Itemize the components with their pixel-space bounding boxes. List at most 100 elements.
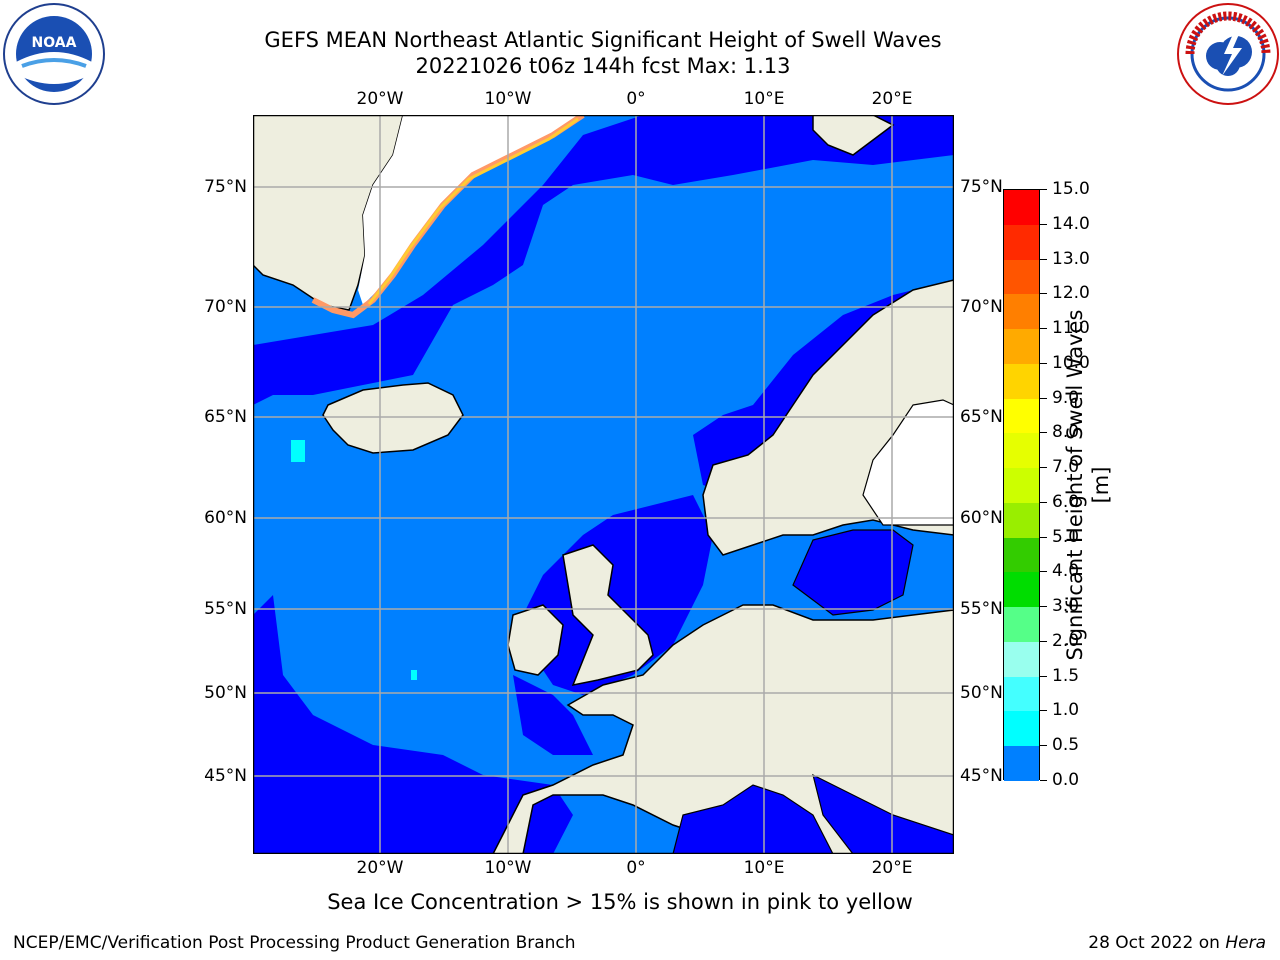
colorbar-tick-label: 9.0 [1052, 387, 1080, 408]
colorbar-tick-mark [1040, 467, 1047, 469]
noaa-logo: NOAA [3, 3, 105, 105]
colorbar-segment [1004, 363, 1039, 400]
colorbar-tick-mark [1040, 328, 1047, 330]
colorbar-segment [1004, 711, 1039, 747]
footer-date-text: 28 Oct 2022 on [1088, 933, 1226, 953]
colorbar-tick-label: 4.0 [1052, 561, 1080, 582]
cyan-swell-patch [291, 440, 305, 462]
baltic-sea [792, 529, 914, 616]
colorbar-tick-label: 2.0 [1052, 630, 1080, 651]
colorbar-tick-label: 12.0 [1052, 283, 1090, 304]
colorbar-segment [1004, 572, 1039, 608]
colorbar-segment [1004, 259, 1039, 295]
noaa-logo-text: NOAA [32, 35, 77, 51]
gulf-of-bothnia [862, 399, 954, 526]
colorbar-segment [1004, 398, 1039, 434]
lat-tick-right: 65°N [960, 407, 1003, 427]
ocean-low-swell-biscay [513, 675, 593, 755]
lat-tick-left: 65°N [204, 407, 247, 427]
nws-logo [1177, 3, 1279, 105]
lat-tick-left: 70°N [204, 297, 247, 317]
lat-tick-left: 50°N [204, 683, 247, 703]
lon-tick-bottom: 20°W [356, 858, 404, 878]
lat-tick-right: 50°N [960, 683, 1003, 703]
colorbar-tick-label: 7.0 [1052, 457, 1080, 478]
lon-tick-bottom: 10°W [484, 858, 532, 878]
colorbar-label-text: Significant Height of Swell Waves [m] [1063, 309, 1113, 661]
colorbar-segment [1004, 468, 1039, 504]
lat-tick-left: 45°N [204, 766, 247, 786]
ice-edge-inner [367, 117, 579, 305]
colorbar-tick-mark [1040, 293, 1047, 295]
ocean-low-swell-north [253, 115, 954, 405]
colorbar-tick-label: 1.0 [1052, 700, 1080, 721]
svalbard-land [812, 115, 895, 156]
colorbar-tick-label: 13.0 [1052, 248, 1090, 269]
great-britain-land [562, 544, 654, 687]
lon-tick-bottom: 20°E [871, 858, 913, 878]
colorbar-tick-label: 10.0 [1052, 352, 1090, 373]
lon-tick-top: 0° [626, 89, 646, 109]
chart-title: GEFS MEAN Northeast Atlantic Significant… [264, 28, 942, 52]
colorbar-segment [1004, 537, 1039, 573]
colorbar-tick-label: 5.0 [1052, 526, 1080, 547]
colorbar-tick-mark [1040, 571, 1047, 573]
cyan-swell-patch-2 [411, 670, 417, 680]
footer-date: 28 Oct 2022 on Hera [1088, 933, 1266, 953]
colorbar-tick-mark [1040, 397, 1047, 399]
map-panel [253, 115, 954, 854]
colorbar-tick-label: 15.0 [1052, 179, 1090, 199]
colorbar-tick-mark [1040, 362, 1047, 364]
lon-tick-bottom: 0° [626, 858, 646, 878]
lat-tick-right: 70°N [960, 297, 1003, 317]
ocean-low-swell-west [253, 595, 573, 854]
colorbar-segment [1004, 502, 1039, 539]
colorbar-tick-mark [1040, 745, 1047, 747]
colorbar-tick-mark [1040, 501, 1047, 503]
colorbar-tick-mark [1040, 189, 1047, 190]
colorbar-tick-mark [1040, 675, 1047, 677]
greenland-sea-ice [358, 115, 583, 305]
lat-tick-right: 55°N [960, 599, 1003, 619]
colorbar-segment [1004, 641, 1039, 678]
lat-tick-right: 45°N [960, 766, 1003, 786]
colorbar-tick-label: 11.0 [1052, 318, 1090, 339]
lat-tick-right: 75°N [960, 177, 1003, 197]
colorbar-tick-mark [1040, 223, 1047, 225]
colorbar-segment [1004, 746, 1039, 782]
iceland-land [322, 382, 464, 454]
colorbar-segment [1004, 607, 1039, 643]
colorbar-tick-mark [1040, 432, 1047, 434]
colorbar-tick-label: 0.0 [1052, 770, 1080, 790]
lat-tick-left: 60°N [204, 508, 247, 528]
colorbar [1003, 189, 1040, 782]
colorbar-segment [1004, 190, 1039, 226]
footer-branch: NCEP/EMC/Verification Post Processing Pr… [13, 933, 576, 953]
lat-tick-right: 60°N [960, 508, 1003, 528]
colorbar-tick-mark [1040, 536, 1047, 538]
sea-ice-note: Sea Ice Concentration > 15% is shown in … [0, 890, 1280, 914]
colorbar-segment [1004, 294, 1039, 330]
colorbar-tick-label: 6.0 [1052, 491, 1080, 512]
colorbar-tick-label: 0.5 [1052, 735, 1080, 756]
colorbar-tick-label: 14.0 [1052, 213, 1090, 234]
lon-tick-top: 20°E [871, 89, 913, 109]
colorbar-segment [1004, 329, 1039, 365]
colorbar-tick-label: 3.0 [1052, 596, 1080, 617]
ocean-low-swell-northsea [523, 495, 713, 695]
lat-tick-left: 75°N [204, 177, 247, 197]
gridlines [253, 115, 954, 854]
colorbar-segment [1004, 433, 1039, 469]
colorbar-segment [1004, 676, 1039, 712]
lon-tick-bottom: 10°E [743, 858, 785, 878]
colorbar-tick-mark [1040, 780, 1047, 781]
colorbar-tick-label: 1.5 [1052, 665, 1080, 686]
colorbar-tick-mark [1040, 606, 1047, 608]
lon-tick-top: 10°E [743, 89, 785, 109]
lon-tick-top: 10°W [484, 89, 532, 109]
footer-host: Hera [1225, 933, 1266, 953]
adriatic-sea [812, 773, 954, 854]
lon-tick-top: 20°W [356, 89, 404, 109]
colorbar-segment [1004, 224, 1039, 260]
colorbar-tick-mark [1040, 258, 1047, 260]
